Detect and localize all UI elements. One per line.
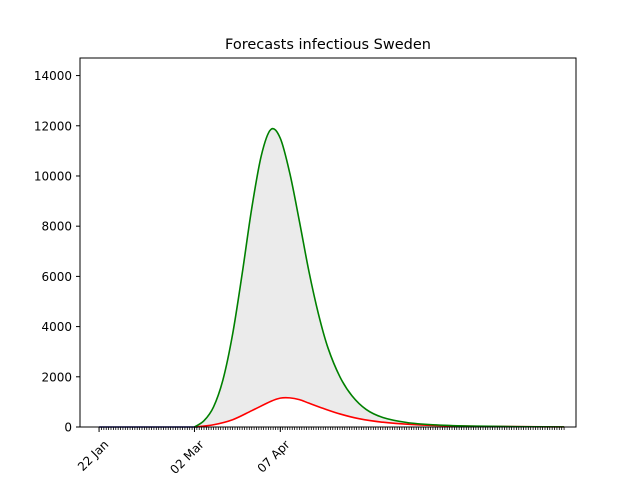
series-line-upper-forecast	[194, 127, 565, 428]
y-tick-label: 0	[64, 421, 72, 435]
y-axis: 0 2000 4000 6000 8000 10000 12000 14000	[34, 69, 80, 435]
y-tick-label: 2000	[41, 370, 72, 384]
y-tick-label: 12000	[34, 119, 72, 133]
y-tick-label: 4000	[41, 320, 72, 334]
chart-title: Forecasts infectious Sweden	[225, 37, 431, 53]
y-tick-label: 8000	[41, 220, 72, 234]
series-line-lower-forecast	[194, 396, 565, 428]
y-tick-label: 10000	[34, 169, 72, 183]
axes-frame	[79, 57, 577, 428]
y-tick-label: 6000	[41, 270, 72, 284]
y-tick-label: 14000	[34, 69, 72, 83]
forecast-band-fill	[194, 128, 565, 427]
